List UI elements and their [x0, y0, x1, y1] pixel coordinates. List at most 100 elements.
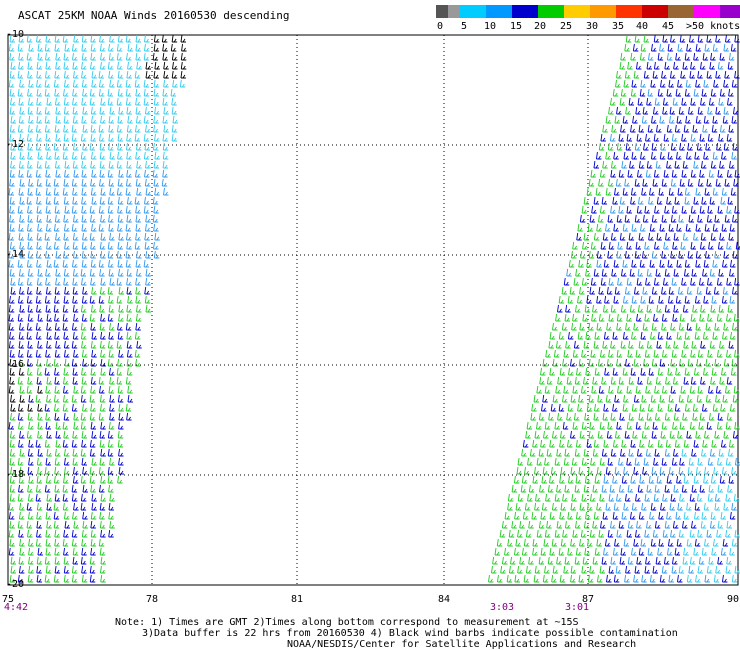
wind-barb — [54, 466, 60, 475]
wind-barb — [600, 349, 606, 358]
wind-barb — [655, 268, 661, 277]
wind-barb — [624, 493, 631, 502]
wind-barb — [681, 205, 687, 214]
wind-barb — [664, 448, 671, 457]
wind-barb — [575, 475, 582, 484]
wind-barb — [721, 295, 728, 304]
wind-barb — [72, 196, 78, 205]
wind-barb — [63, 547, 69, 556]
wind-barb — [604, 538, 611, 547]
wind-barb — [674, 439, 681, 448]
wind-barb — [630, 439, 636, 448]
wind-barb — [81, 547, 87, 556]
wind-barb — [28, 394, 34, 403]
wind-barb — [36, 259, 42, 268]
pass-time: 3:01 — [565, 602, 590, 613]
wind-barb — [62, 493, 69, 502]
wind-barb — [727, 97, 733, 106]
wind-barb — [90, 385, 96, 394]
wind-barb — [579, 286, 585, 295]
wind-barb — [601, 196, 608, 205]
wind-barb — [53, 520, 60, 529]
wind-barb — [666, 511, 672, 520]
wind-barb — [91, 331, 97, 340]
wind-barb — [18, 484, 24, 493]
wind-barb — [36, 79, 42, 88]
wind-barb — [579, 430, 586, 439]
wind-barb — [46, 475, 52, 484]
wind-barb — [612, 331, 618, 340]
wind-barb — [555, 313, 561, 322]
wind-barb — [108, 529, 114, 538]
wind-barb — [621, 475, 628, 484]
wind-barb — [732, 430, 739, 439]
wind-barb — [28, 421, 34, 430]
wind-barb — [45, 169, 51, 178]
wind-barb — [73, 214, 79, 223]
wind-barb — [135, 43, 141, 52]
wind-barb — [697, 349, 704, 358]
wind-barb — [649, 259, 655, 268]
wind-barb — [713, 79, 719, 88]
wind-barb — [666, 196, 672, 205]
wind-barb — [644, 493, 650, 502]
wind-barb — [683, 340, 689, 349]
wind-barb — [656, 340, 662, 349]
wind-barb — [99, 484, 105, 493]
wind-barb — [109, 376, 115, 385]
wind-barb — [622, 223, 629, 232]
wind-barb — [517, 529, 523, 538]
wind-barb — [721, 367, 727, 376]
wind-barb — [46, 340, 52, 349]
wind-barb — [125, 259, 132, 268]
wind-barb — [72, 457, 78, 466]
wind-barb — [100, 493, 106, 502]
wind-barb — [19, 385, 25, 394]
wind-barb — [616, 529, 622, 538]
wind-barb — [89, 205, 96, 214]
wind-barb — [36, 205, 42, 214]
wind-barb — [99, 142, 106, 151]
wind-barb — [81, 52, 88, 61]
wind-barb — [670, 322, 676, 331]
wind-barb — [627, 520, 634, 529]
wind-barb — [649, 511, 655, 520]
wind-barb — [107, 475, 114, 484]
wind-barb — [19, 79, 25, 88]
wind-barb — [557, 412, 563, 421]
wind-barb — [683, 511, 690, 520]
wind-barb — [682, 160, 689, 169]
wind-barb — [26, 322, 33, 331]
wind-barb — [81, 169, 87, 178]
wind-barb — [728, 232, 734, 241]
wind-barb — [53, 196, 60, 205]
wind-barb — [664, 304, 671, 313]
wind-barb — [723, 322, 729, 331]
wind-barb — [721, 151, 727, 160]
wind-barb — [135, 97, 141, 106]
wind-barb — [568, 475, 574, 484]
wind-barb — [36, 115, 42, 124]
wind-barb — [541, 403, 547, 412]
wind-barb — [612, 511, 619, 520]
wind-barb — [658, 295, 664, 304]
wind-barb — [645, 133, 651, 142]
wind-barb — [99, 241, 106, 250]
wind-barb — [544, 457, 550, 466]
wind-barb — [72, 88, 78, 97]
wind-barb — [99, 394, 106, 403]
wind-barb — [37, 466, 43, 475]
wind-barb — [671, 277, 677, 286]
wind-barb — [566, 412, 572, 421]
wind-barb — [668, 286, 675, 295]
wind-barb — [702, 124, 708, 133]
wind-barb — [713, 286, 720, 295]
wind-barb — [28, 457, 34, 466]
wind-barb — [153, 43, 160, 52]
wind-barb — [46, 214, 52, 223]
wind-barb — [706, 70, 713, 79]
note-line: NOAA/NESDIS/Center for Satellite Applica… — [287, 639, 637, 650]
wind-barb — [519, 520, 525, 529]
wind-barb — [648, 475, 655, 484]
wind-barb — [707, 313, 713, 322]
